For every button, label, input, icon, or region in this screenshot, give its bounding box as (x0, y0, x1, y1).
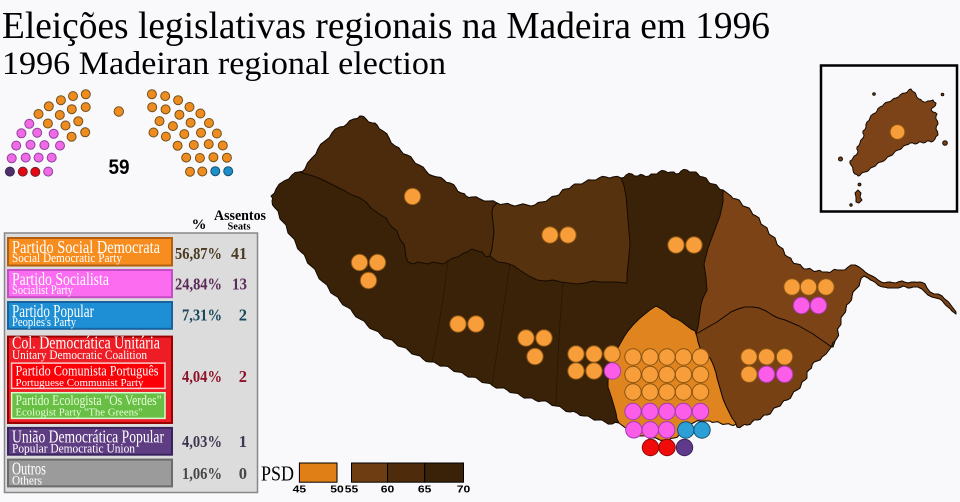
svg-text:41: 41 (231, 244, 247, 263)
svg-text:1: 1 (239, 432, 247, 451)
svg-text:Unitary Democratic Coalition: Unitary Democratic Coalition (12, 347, 147, 362)
svg-text:Partido Ecologista "Os Verdes": Partido Ecologista "Os Verdes" (16, 393, 162, 409)
svg-text:4,03%: 4,03% (182, 432, 222, 451)
svg-text:70: 70 (457, 484, 471, 496)
svg-text:1,06%: 1,06% (182, 464, 222, 483)
svg-text:%: % (192, 217, 207, 233)
svg-text:4,04%: 4,04% (182, 367, 222, 386)
svg-text:2: 2 (239, 367, 247, 386)
svg-text:Partido Comunista Português: Partido Comunista Português (16, 364, 159, 380)
svg-text:Popular Democratic Union: Popular Democratic Union (12, 441, 135, 456)
svg-text:56,87%: 56,87% (175, 244, 222, 263)
svg-text:Peoples's Party: Peoples's Party (12, 314, 76, 329)
svg-text:Socialist Party: Socialist Party (12, 282, 73, 297)
svg-text:PSD: PSD (261, 462, 294, 486)
svg-text:60: 60 (381, 484, 395, 496)
svg-text:Col. Democrática Unitária: Col. Democrática Unitária (12, 332, 160, 352)
svg-text:0: 0 (239, 464, 247, 483)
svg-text:Portuguese Communist Party: Portuguese Communist Party (16, 377, 144, 389)
svg-text:Others: Others (12, 473, 42, 488)
svg-text:Social Democratic Party: Social Democratic Party (12, 250, 122, 265)
svg-text:Seats: Seats (228, 221, 252, 233)
svg-text:2: 2 (239, 305, 247, 324)
svg-text:Partido Social Democrata: Partido Social Democrata (12, 237, 160, 257)
svg-text:59: 59 (109, 156, 130, 179)
svg-text:55: 55 (345, 484, 359, 496)
svg-text:Outros: Outros (12, 459, 46, 479)
svg-text:Ecologist Party "The Greens": Ecologist Party "The Greens" (16, 407, 143, 419)
svg-text:Assentos: Assentos (214, 208, 266, 224)
svg-text:Eleições legislativas regionai: Eleições legislativas regionais na Madei… (2, 5, 770, 47)
svg-text:União Democrática Popular: União Democrática Popular (12, 427, 164, 447)
svg-text:50: 50 (330, 484, 344, 496)
svg-text:65: 65 (418, 484, 432, 496)
svg-text:7,31%: 7,31% (182, 305, 222, 324)
svg-text:24,84%: 24,84% (175, 275, 222, 294)
svg-text:Partido Popular: Partido Popular (12, 301, 94, 321)
svg-text:45: 45 (293, 484, 307, 496)
svg-text:1996 Madeiran regional electio: 1996 Madeiran regional election (2, 46, 446, 82)
svg-text:13: 13 (232, 275, 247, 294)
svg-text:Partido Socialista: Partido Socialista (12, 269, 109, 289)
